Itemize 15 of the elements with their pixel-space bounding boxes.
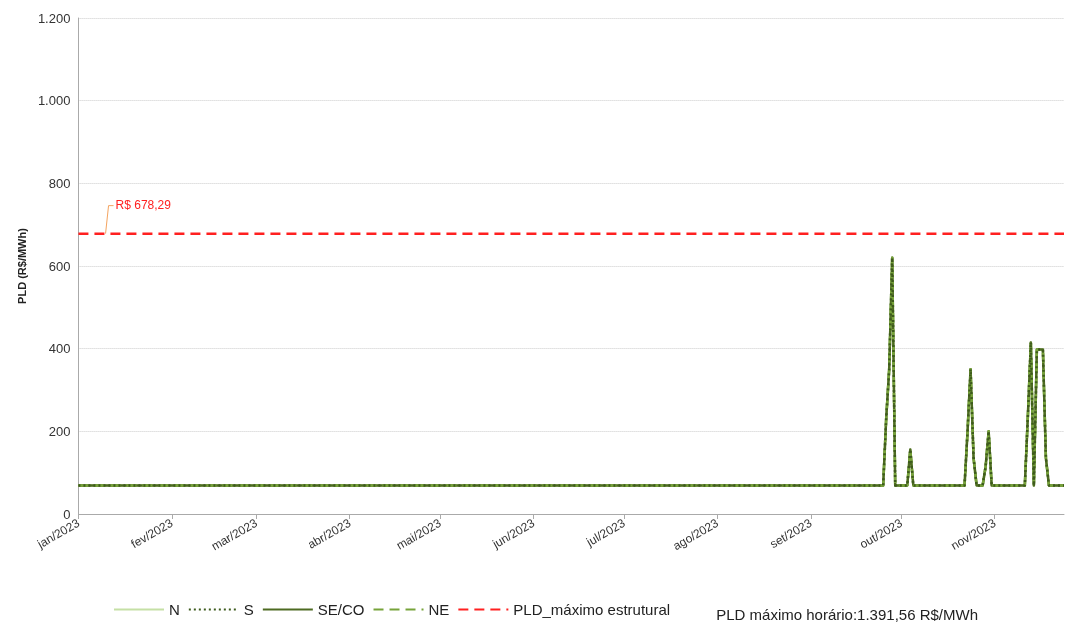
text: PLD máximo horário:1.391,56 R$/MWh [716,606,979,623]
y-tick-label: 600 [48,258,71,274]
legend-label: SE/CO [317,601,365,618]
legend-label: S [243,601,254,618]
y-tick-label: 1.000 [37,93,71,109]
legend-label: NE [428,601,450,618]
y-tick-label: 1.200 [37,10,71,26]
y-tick-label: 0 [63,506,71,522]
annotation: R$ 678,29 [115,197,172,212]
y-tick-label: 200 [48,423,71,439]
y-tick-label: 400 [48,341,71,357]
y-axis-title: PLD (R$/MWh) [15,227,28,304]
y-tick-label: 800 [48,175,71,191]
legend-label: N [169,601,180,618]
legend-label: PLD_máximo estrutural [513,601,671,618]
